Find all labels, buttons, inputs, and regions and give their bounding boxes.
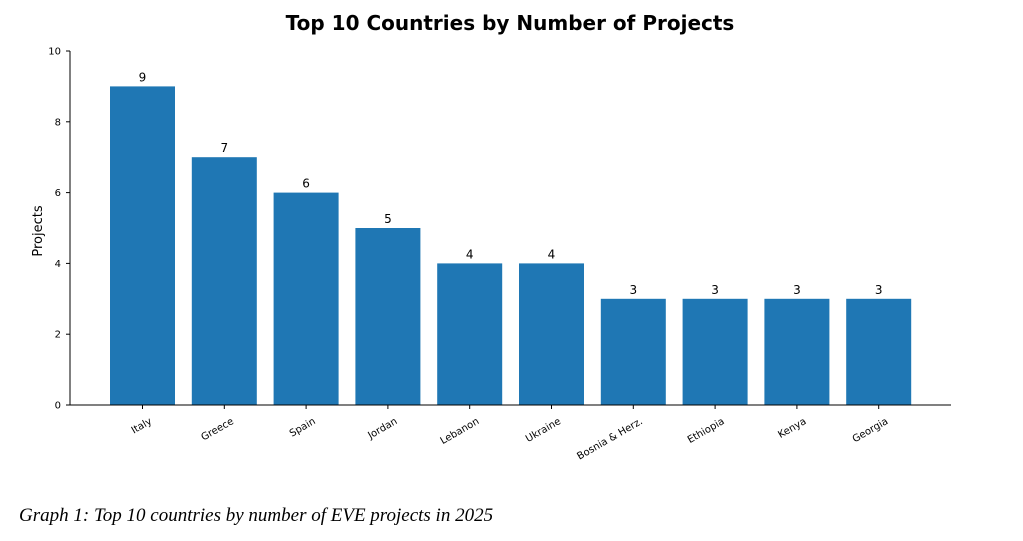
bar	[764, 298, 830, 405]
bar	[600, 298, 666, 405]
x-tick-label: Jordan	[365, 416, 399, 442]
plot-area: 0 2 4 6 8 10 9 Italy 7 Greece 6 Spain 5 Jordan 4 Lebano…	[48, 47, 912, 463]
data-label: 6	[302, 177, 310, 191]
y-tick-label: 10	[48, 47, 61, 58]
data-label: 4	[548, 247, 556, 261]
x-tick-label: Bosnia & Herz.	[575, 416, 644, 462]
data-label: 3	[629, 283, 637, 297]
data-label: 4	[466, 247, 474, 261]
bar	[191, 157, 257, 405]
x-tick-label: Spain	[288, 416, 318, 440]
bar	[682, 298, 748, 405]
data-label: 9	[139, 70, 147, 84]
data-label: 3	[793, 283, 801, 297]
x-tick-label: Lebanon	[439, 416, 482, 447]
data-label: 5	[384, 212, 392, 226]
bar	[110, 86, 175, 406]
data-label: 7	[220, 141, 228, 155]
bar	[273, 192, 339, 405]
x-tick-label: Italy	[130, 416, 154, 436]
y-tick-label: 2	[55, 330, 61, 341]
x-tick-label: Ethiopia	[686, 416, 727, 446]
data-label: 3	[711, 283, 719, 297]
x-tick-label: Kenya	[776, 416, 808, 441]
chart-title: Top 10 Countries by Number of Projects	[286, 11, 735, 35]
bar	[437, 263, 503, 405]
bar	[519, 263, 584, 405]
y-tick-label: 4	[55, 259, 61, 270]
y-tick-label: 8	[55, 117, 61, 128]
x-tick-label: Greece	[199, 416, 235, 443]
bar	[355, 228, 421, 405]
x-tick-label: Ukraine	[524, 416, 563, 445]
y-tick-label: 6	[55, 188, 61, 199]
x-tick-label: Georgia	[851, 416, 890, 445]
figure-caption: Graph 1: Top 10 countries by number of E…	[19, 505, 494, 526]
data-label: 3	[875, 283, 883, 297]
y-tick-label: 0	[55, 401, 61, 412]
y-axis-label: Projects	[31, 205, 46, 256]
bar	[846, 298, 912, 405]
